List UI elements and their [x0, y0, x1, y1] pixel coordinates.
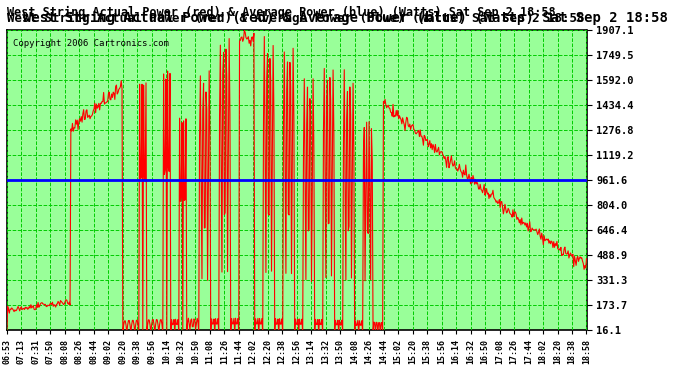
Text: West String Actual Power (red) & Average Power (blue) (Watts) Sat Sep 2 18:58: West String Actual Power (red) & Average…	[7, 12, 584, 25]
Text: Copyright 2006 Cartronics.com: Copyright 2006 Cartronics.com	[12, 39, 168, 48]
Text: West String Actual Power (red) & Average Power (blue) (Watts) Sat Sep 2 18:58: West String Actual Power (red) & Average…	[7, 6, 555, 19]
Text: West String Actual Power (red) & Average Power (blue) (Watts) Sat Sep 2 18:58: West String Actual Power (red) & Average…	[23, 11, 667, 26]
